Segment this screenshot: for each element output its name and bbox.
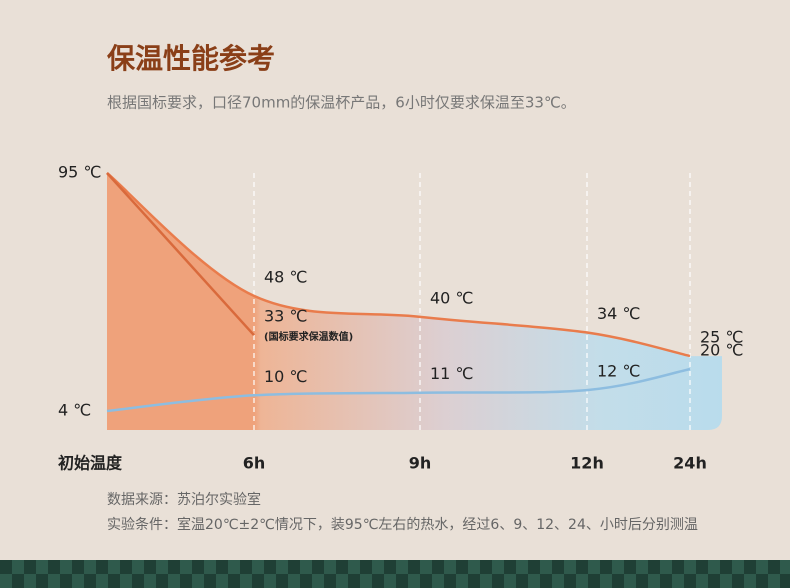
annotation: (国标要求保温数值): [264, 330, 353, 343]
value-label: 20 ℃: [700, 341, 743, 360]
x-tick-label: 12h: [570, 454, 604, 473]
value-label: 95 ℃: [58, 163, 101, 182]
value-label: 10 ℃: [264, 367, 307, 386]
subtitle: 根据国标要求，口径70mm的保温杯产品，6小时仅要求保温至33℃。: [107, 94, 576, 112]
value-label: 33 ℃: [264, 307, 307, 326]
x-tick-label: 24h: [673, 454, 707, 473]
area: [107, 173, 722, 430]
line: [106, 367, 691, 413]
value-label: 48 ℃: [264, 267, 307, 286]
footer-band: [0, 560, 790, 588]
chart-title: 保温性能参考: [107, 42, 275, 75]
note: 数据来源：苏泊尔实验室: [107, 491, 261, 508]
value-label: 40 ℃: [430, 288, 473, 307]
line: [106, 172, 691, 358]
line: [106, 172, 255, 336]
note: 实验条件：室温20℃±2℃情况下，装95℃左右的热水，经过6、9、12、24、小…: [107, 516, 698, 533]
x-tick-label: 9h: [409, 454, 432, 473]
value-label: 11 ℃: [430, 364, 473, 383]
value-label: 12 ℃: [597, 362, 640, 381]
x-tick-label: 6h: [243, 454, 266, 473]
value-label: 34 ℃: [597, 304, 640, 323]
value-label: 4 ℃: [58, 401, 91, 420]
value-label: 25 ℃: [700, 328, 743, 347]
x-tick-label: 初始温度: [58, 454, 123, 473]
